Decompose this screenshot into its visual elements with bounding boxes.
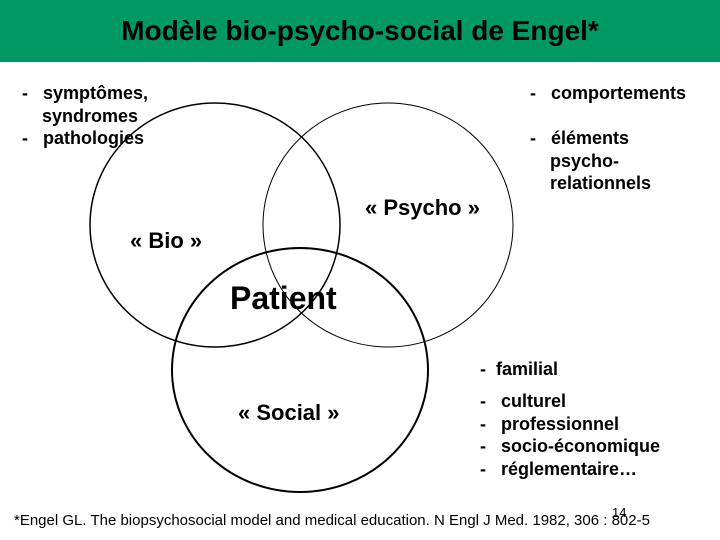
page-number: 14	[612, 505, 626, 520]
bullets-psycho: - comportements - éléments psycho- relat…	[530, 82, 686, 195]
bullets-bio: - symptômes, syndromes - pathologies	[22, 82, 148, 150]
venn-label-psycho: « Psycho »	[365, 195, 480, 221]
venn-label-bio: « Bio »	[130, 228, 202, 254]
footnote-citation: *Engel GL. The biopsychosocial model and…	[14, 512, 650, 529]
bullets-social-top: - familial	[480, 358, 558, 381]
venn-label-patient: Patient	[230, 280, 337, 317]
bullets-social-rest: - culturel - professionnel - socio-écono…	[480, 390, 660, 480]
venn-label-social: « Social »	[238, 400, 340, 426]
